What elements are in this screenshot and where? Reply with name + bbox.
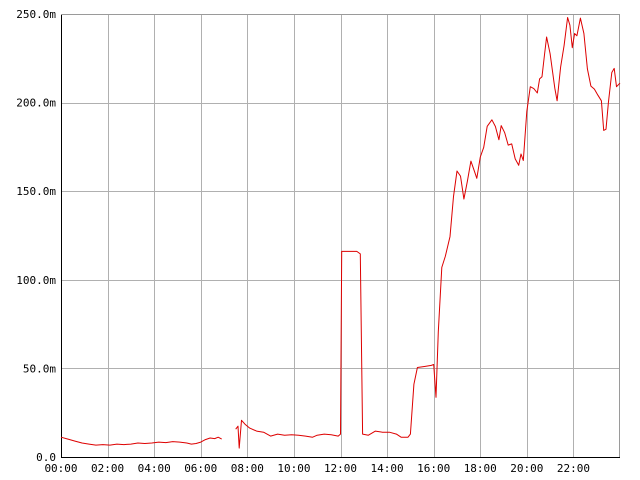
x-tick-label: 12:00 (324, 462, 357, 475)
y-tick-label: 200.0m (16, 97, 56, 110)
x-tick-label: 04:00 (138, 462, 171, 475)
series-layer (60, 17, 621, 449)
y-axis-ticks: 0.0 50.0m 100.0m 150.0m 200.0m 250.0m (16, 8, 56, 464)
x-tick-label: 10:00 (277, 462, 310, 475)
y-tick-label: 250.0m (16, 8, 56, 21)
y-tick-label: 0.0 (36, 451, 56, 464)
x-tick-label: 00:00 (44, 462, 77, 475)
x-tick-label: 20:00 (510, 462, 543, 475)
y-tick-label: 50.0m (23, 362, 56, 375)
plot-frame (61, 14, 620, 458)
x-tick-label: 02:00 (91, 462, 124, 475)
y-tick-label: 100.0m (16, 274, 56, 287)
chart-grid (61, 14, 620, 457)
x-tick-label: 14:00 (371, 462, 404, 475)
x-tick-label: 08:00 (231, 462, 264, 475)
series-line (60, 436, 222, 446)
x-tick-label: 06:00 (184, 462, 217, 475)
x-tick-label: 16:00 (417, 462, 450, 475)
y-tick-label: 150.0m (16, 185, 56, 198)
x-tick-label: 22:00 (557, 462, 590, 475)
x-tick-label: 18:00 (464, 462, 497, 475)
series-line (235, 17, 621, 449)
x-axis-ticks: 00:00 02:00 04:00 06:00 08:00 10:00 12:00 14:00… (44, 462, 590, 475)
